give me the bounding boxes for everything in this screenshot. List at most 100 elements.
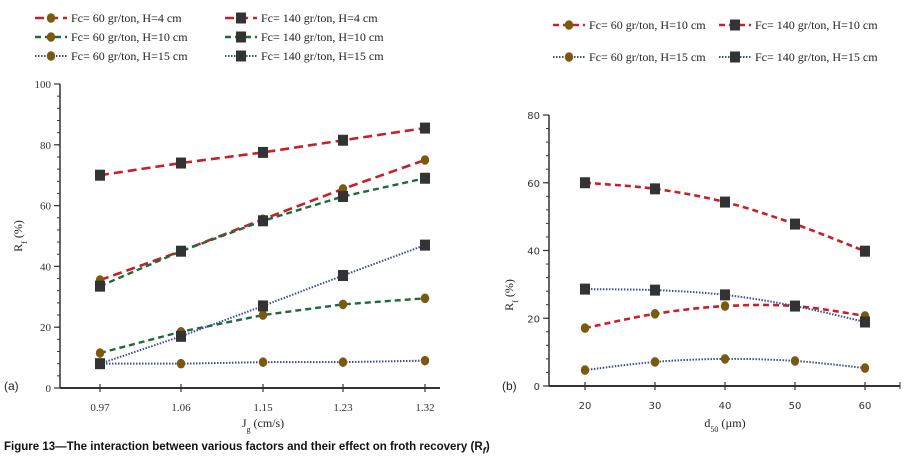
data-point-square xyxy=(258,215,268,227)
data-point-circle xyxy=(580,323,590,333)
x-tick-label: 40 xyxy=(719,401,732,412)
y-tick-label: 20 xyxy=(40,322,52,334)
data-point-square xyxy=(580,283,590,295)
legend-label: Fc= 140 gr/ton, H=15 cm xyxy=(261,49,384,63)
x-tick-label: 20 xyxy=(579,401,592,412)
legend-label: Fc= 60 gr/ton, H=4 cm xyxy=(71,11,182,25)
data-point-circle xyxy=(258,310,268,320)
data-point-circle xyxy=(176,358,186,369)
data-point-square xyxy=(650,183,660,195)
data-point-square xyxy=(338,134,348,146)
legend-item: Fc= 140 gr/ton, H=15 cm xyxy=(719,50,878,64)
legend-marker-square xyxy=(236,31,246,43)
x-axis-title: Jg (cm/s) xyxy=(242,416,284,434)
y-tick-label: 100 xyxy=(35,79,52,91)
legend-label: Fc= 140 gr/ton, H=4 cm xyxy=(261,11,378,25)
data-point-square xyxy=(580,177,590,189)
y-axis-title: Rf (%) xyxy=(11,220,29,252)
data-point-square xyxy=(176,157,186,169)
legend: Fc= 60 gr/ton, H=4 cm Fc= 140 gr/ton, H=4… xyxy=(35,11,384,63)
legend-item: Fc= 60 gr/ton, H=15 cm xyxy=(35,49,188,63)
legend-item: Fc= 140 gr/ton, H=4 cm xyxy=(225,11,378,25)
series-line xyxy=(584,288,866,323)
panel-label: (a) xyxy=(4,379,19,393)
series xyxy=(580,301,870,333)
legend-item: Fc= 140 gr/ton, H=10 cm xyxy=(225,30,384,44)
legend-marker-square xyxy=(730,19,740,31)
y-tick-label: 40 xyxy=(40,261,52,273)
data-point-circle xyxy=(650,357,660,367)
data-point-square xyxy=(338,190,348,202)
caption-text: Figure 13—The interaction between variou… xyxy=(4,441,468,453)
legend-marker-square xyxy=(236,50,246,62)
data-point-circle xyxy=(790,356,800,366)
data-point-square xyxy=(95,358,105,370)
data-point-square xyxy=(720,289,730,301)
x-tick-label: 0.97 xyxy=(90,402,110,414)
data-point-circle xyxy=(720,354,730,364)
y-tick-label: 80 xyxy=(40,140,52,152)
series xyxy=(95,172,430,292)
y-tick-label: 60 xyxy=(40,201,52,213)
x-tick-label: 1.06 xyxy=(171,402,191,414)
data-point-square xyxy=(720,196,730,208)
legend-marker-circle xyxy=(564,52,574,62)
series xyxy=(580,177,870,257)
data-point-circle xyxy=(95,348,105,358)
chart-panel-b: Fc= 60 gr/ton, H=10 cm Fc= 140 gr/ton, H=… xyxy=(502,18,901,434)
x-tick-label: 30 xyxy=(649,401,662,412)
panel-label: (b) xyxy=(502,379,517,393)
series xyxy=(95,293,430,358)
data-point-circle xyxy=(338,299,348,310)
y-tick-label: 60 xyxy=(527,179,540,190)
y-tick-label: 20 xyxy=(527,314,540,325)
legend-label: Fc= 140 gr/ton, H=10 cm xyxy=(755,18,878,32)
data-point-square xyxy=(790,300,800,312)
x-tick-label: 1.15 xyxy=(253,402,273,414)
legend-label: Fc= 60 gr/ton, H=10 cm xyxy=(71,30,188,44)
legend-marker-circle xyxy=(46,13,56,23)
data-point-square xyxy=(258,146,268,158)
y-axis-title: Rf (%) xyxy=(502,279,520,311)
legend-label: Fc= 60 gr/ton, H=15 cm xyxy=(589,50,706,64)
legend-label: Fc= 60 gr/ton, H=15 cm xyxy=(71,49,188,63)
legend-marker-circle xyxy=(46,51,56,61)
series-line xyxy=(99,177,426,288)
legend: Fc= 60 gr/ton, H=10 cm Fc= 140 gr/ton, H=… xyxy=(553,18,878,64)
y-tick-label: 0 xyxy=(46,383,52,395)
legend-marker-circle xyxy=(46,32,56,42)
data-point-circle xyxy=(860,363,870,373)
data-point-circle xyxy=(720,301,730,311)
series xyxy=(580,354,870,375)
axes: 0 20 40 60 80 100 0.97 1.06 1.15 1.23 1.32 xyxy=(35,79,440,414)
data-point-circle xyxy=(258,357,268,367)
caption-symbol: (Rf) xyxy=(470,441,490,457)
x-tick-label: 1.32 xyxy=(415,402,434,414)
series-line xyxy=(99,297,426,355)
series xyxy=(95,122,430,181)
y-tick-label: 40 xyxy=(527,247,540,258)
x-axis-title: d50 (µm) xyxy=(704,416,745,434)
data-point-circle xyxy=(338,357,348,367)
data-point-square xyxy=(790,218,800,230)
data-point-circle xyxy=(650,309,660,319)
data-point-square xyxy=(420,172,430,184)
x-tick-label: 50 xyxy=(789,401,802,412)
data-point-square xyxy=(176,245,186,257)
legend-label: Fc= 60 gr/ton, H=10 cm xyxy=(589,18,706,32)
data-point-square xyxy=(650,284,660,296)
data-point-circle xyxy=(420,293,430,304)
y-tick-label: 0 xyxy=(534,382,540,393)
legend-item: Fc= 60 gr/ton, H=15 cm xyxy=(553,50,706,64)
series xyxy=(580,283,870,328)
legend-label: Fc= 140 gr/ton, H=10 cm xyxy=(261,30,384,44)
legend-item: Fc= 140 gr/ton, H=15 cm xyxy=(225,49,384,63)
series-line xyxy=(99,126,426,177)
data-point-circle xyxy=(580,365,590,375)
x-tick-label: 60 xyxy=(859,401,872,412)
data-point-square xyxy=(860,316,870,328)
legend-item: Fc= 60 gr/ton, H=10 cm xyxy=(553,18,706,32)
x-tick-label: 1.23 xyxy=(333,402,353,414)
chart-panel-a: Fc= 60 gr/ton, H=4 cm Fc= 140 gr/ton, H=4… xyxy=(4,11,440,434)
